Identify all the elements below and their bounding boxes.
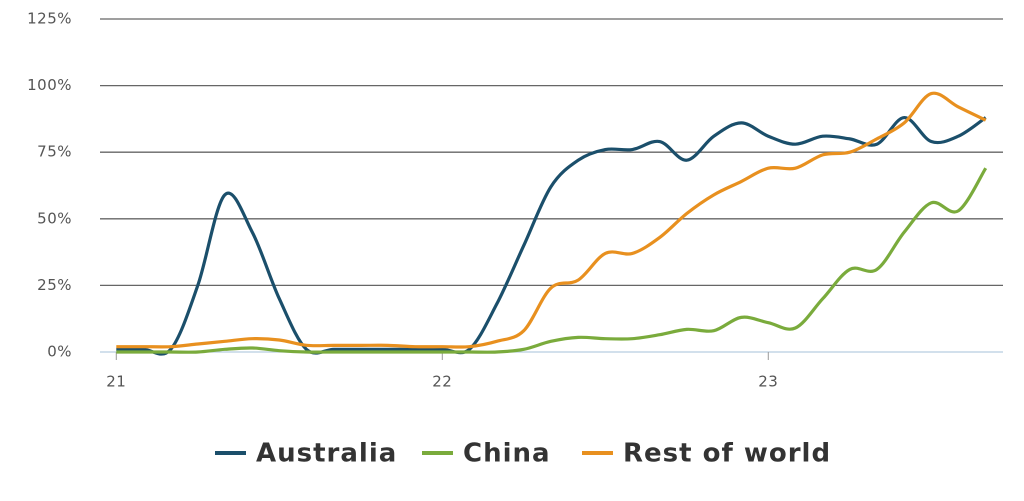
x-tick-label: 22 [432,373,452,391]
legend-label: China [463,439,551,469]
y-tick-label: 0% [47,343,72,361]
y-tick-label: 25% [37,276,72,294]
x-tick-label: 21 [106,373,126,391]
y-tick-label: 125% [27,10,72,28]
y-tick-label: 100% [27,76,72,94]
series-line [116,167,988,354]
legend-label: Australia [256,439,397,469]
x-tick-label: 23 [758,373,778,391]
series-line [116,91,987,349]
y-tick-label: 50% [37,209,72,227]
legend-label: Rest of world [623,439,831,469]
series-line [116,115,987,356]
y-tick-label: 75% [37,143,72,161]
